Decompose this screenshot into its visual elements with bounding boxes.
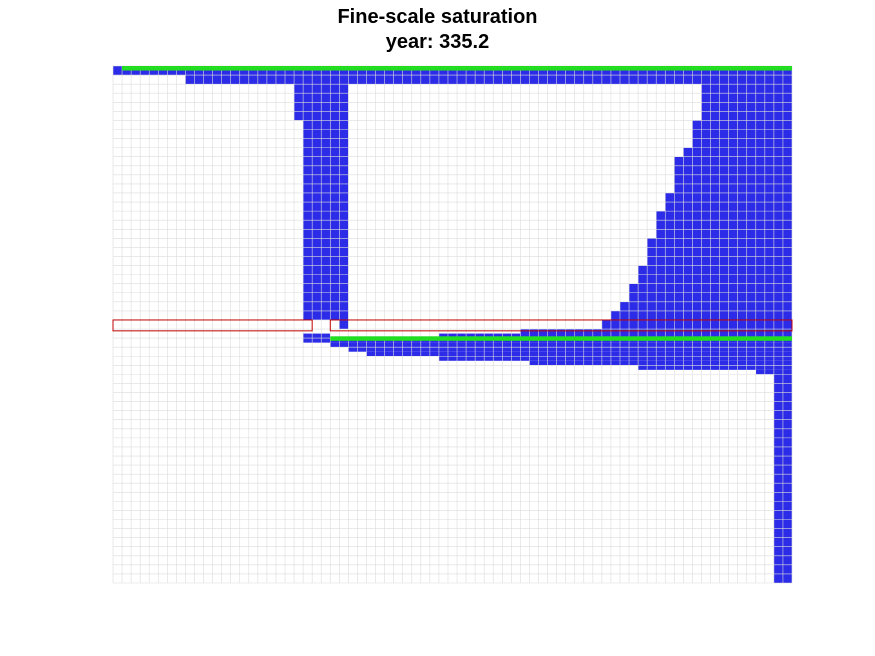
saturated-cell-block: [339, 84, 349, 330]
injection-band: [122, 66, 792, 71]
saturated-cell-block: [683, 147, 693, 339]
saturated-cell-block: [366, 351, 792, 357]
chart-title: Fine-scale saturation: [337, 6, 538, 28]
saturation-cells-layer: [113, 66, 793, 583]
saturated-cell-block: [348, 347, 792, 352]
saturated-cell-block: [520, 329, 602, 339]
sealing-layer-outline: [112, 319, 313, 332]
grid-lines-layer: [112, 65, 793, 584]
sealing-layer-outline: [329, 319, 793, 332]
overlay-layer: [112, 66, 793, 341]
saturated-cell-block: [638, 365, 792, 370]
injection-band: [330, 336, 792, 341]
saturated-cell-block: [330, 342, 792, 348]
saturated-cell-block: [647, 238, 657, 339]
saturated-cell-block: [438, 333, 521, 339]
saturated-cell-block: [113, 66, 123, 76]
saturated-cell-block: [185, 75, 793, 85]
title-block: Fine-scale saturation year: 335.2: [0, 5, 875, 55]
saturated-cell-block: [529, 360, 792, 366]
chart-subtitle: year: 335.2: [385, 31, 490, 53]
saturated-cell-block: [610, 310, 620, 339]
saturated-cell-block: [438, 356, 792, 361]
